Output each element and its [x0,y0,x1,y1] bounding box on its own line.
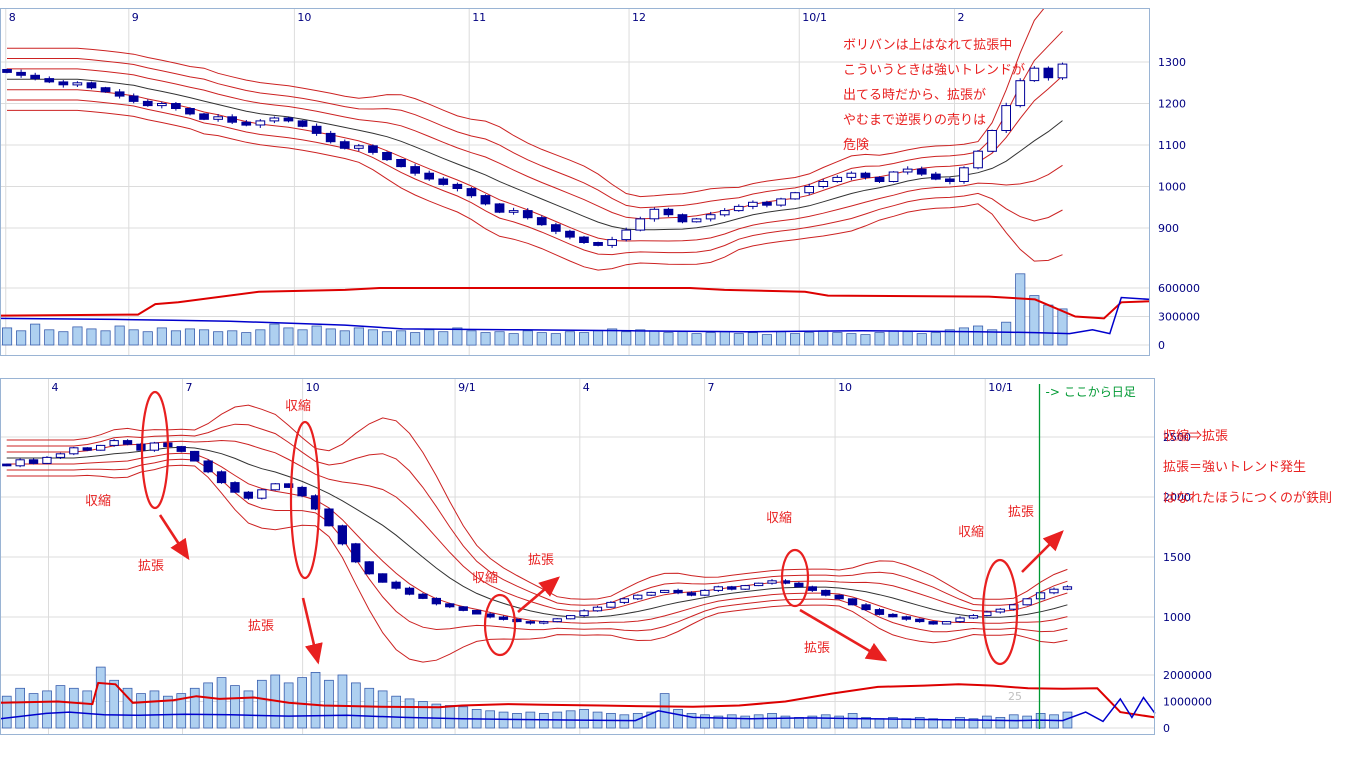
svg-text:収縮: 収縮 [472,570,498,586]
svg-text:11: 11 [472,11,486,24]
svg-text:拡張: 拡張 [804,641,830,656]
svg-text:拡張: 拡張 [248,619,274,634]
svg-text:900: 900 [1158,222,1179,235]
upper-chart-panel: 1300 1200 1100 1000 900 600000 300000 0 8 9 10 11 12… [0,8,1214,356]
svg-text:収縮: 収縮 [85,493,111,509]
upper-chart-canvas[interactable]: 1300 1200 1100 1000 900 600000 300000 0 8 9 10 11 12… [0,8,1214,356]
svg-text:8: 8 [9,11,16,24]
note-line: やむまで逆張りの売りは [843,112,987,127]
svg-text:9/1: 9/1 [458,381,476,394]
svg-text:拡張: 拡張 [138,559,164,574]
svg-text:1500: 1500 [1163,551,1191,564]
svg-text:拡張: 拡張 [1008,505,1034,520]
note-line: 危険 [843,137,870,152]
svg-text:収縮: 収縮 [766,510,792,526]
svg-text:収縮: 収縮 [958,524,984,540]
note-line: 出てる時だから、拡張が [843,87,987,102]
svg-text:1000: 1000 [1163,611,1191,624]
svg-text:-> ここから日足: -> ここから日足 [1046,385,1136,399]
upper-chart-note: ボリバンは上はなれて拡張中 こういうときは強いトレンドが 出てる時だから、拡張が… [843,32,1025,157]
svg-text:収縮: 収縮 [285,398,311,414]
svg-text:2500: 2500 [1163,431,1191,444]
note-line: 拡張＝強いトレンド発生 [1163,459,1307,474]
svg-text:12: 12 [632,11,646,24]
svg-text:0: 0 [1158,339,1165,352]
svg-text:600000: 600000 [1158,282,1200,295]
svg-text:10: 10 [838,381,852,394]
svg-text:4: 4 [583,381,590,394]
lower-chart-canvas[interactable]: 2500 2000 1500 1000 2000000 1000000 0 4 7 10 9/1 4 7… [0,378,1219,735]
svg-text:1000000: 1000000 [1163,696,1212,709]
note-line: 収縮⇒拡張 [1163,428,1229,443]
svg-text:10/1: 10/1 [802,11,827,24]
svg-text:2000000: 2000000 [1163,669,1212,682]
svg-text:1100: 1100 [1158,139,1186,152]
svg-text:10: 10 [297,11,311,24]
lower-chart-note: 収縮⇒拡張 拡張＝強いトレンド発生 はなれたほうにつくのが鉄則 [1163,420,1332,513]
svg-text:1000: 1000 [1158,181,1186,194]
svg-text:拡張: 拡張 [528,553,554,568]
svg-text:4: 4 [52,381,59,394]
svg-text:9: 9 [132,11,139,24]
svg-text:2000: 2000 [1163,491,1191,504]
svg-text:300000: 300000 [1158,311,1200,324]
note-line: はなれたほうにつくのが鉄則 [1163,490,1333,505]
lower-chart-panel: 2500 2000 1500 1000 2000000 1000000 0 4 7 10 9/1 4 7… [0,378,1219,735]
svg-text:1200: 1200 [1158,98,1186,111]
svg-text:0: 0 [1163,722,1170,735]
note-line: ボリバンは上はなれて拡張中 [843,37,1013,52]
svg-text:25: 25 [1008,690,1022,703]
svg-text:2: 2 [958,11,965,24]
svg-text:1300: 1300 [1158,56,1186,69]
svg-text:7: 7 [708,381,715,394]
note-line: こういうときは強いトレンドが [843,62,1026,77]
svg-text:10: 10 [306,381,320,394]
svg-text:7: 7 [185,381,192,394]
svg-text:10/1: 10/1 [988,381,1013,394]
